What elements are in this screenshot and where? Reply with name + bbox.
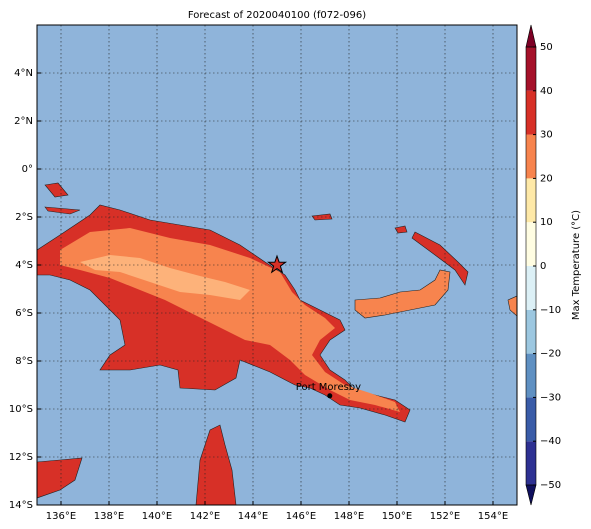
- colorbar-band: [526, 134, 536, 179]
- colorbar-over: [525, 24, 537, 48]
- x-tick-label: 154°E: [478, 511, 508, 522]
- y-tick-label: 6°S: [15, 308, 33, 319]
- x-tick-label: 138°E: [94, 511, 124, 522]
- colorbar-band: [526, 178, 536, 223]
- forecast-marker: [266, 254, 288, 274]
- x-tick-label: 150°E: [382, 511, 412, 522]
- y-tick-label: 8°S: [15, 356, 33, 367]
- colorbar-band: [526, 90, 536, 135]
- colorbar-band: [526, 397, 536, 442]
- colorbar-tick-label: 30: [540, 130, 553, 141]
- y-tick-label: 2°S: [15, 212, 33, 223]
- x-tick-label: 148°E: [334, 511, 364, 522]
- map-title: Forecast of 2020040100 (f072-096): [188, 10, 366, 21]
- x-tick-label: 144°E: [238, 511, 268, 522]
- colorbar-band: [526, 353, 536, 398]
- y-tick-label: 10°S: [9, 404, 33, 415]
- colorbar-tick-label: −40: [540, 436, 561, 447]
- y-tick-label: 2°N: [14, 116, 33, 127]
- x-tick-label: 140°E: [142, 511, 172, 522]
- colorbar-tick-label: 50: [540, 42, 553, 53]
- colorbar-band: [526, 266, 536, 310]
- colorbar-tick-label: 0: [540, 261, 546, 272]
- colorbar-under: [525, 484, 537, 506]
- x-tick-label: 136°E: [46, 511, 76, 522]
- colorbar-tick-label: −10: [540, 305, 561, 316]
- colorbar-band: [526, 441, 536, 485]
- y-tick-label: 4°S: [15, 260, 33, 271]
- y-tick-label: 12°S: [9, 452, 33, 463]
- colorbar-band: [526, 47, 536, 91]
- y-tick-label: 14°S: [9, 500, 33, 511]
- city-dot: [327, 393, 333, 399]
- x-tick-label: 146°E: [286, 511, 316, 522]
- x-tick-label: 142°E: [190, 511, 220, 522]
- colorbar-tick-label: 10: [540, 217, 553, 228]
- y-tick-label: 0°: [22, 164, 33, 175]
- colorbar-band: [526, 222, 536, 266]
- colorbar-tick-label: −30: [540, 392, 561, 403]
- colorbar-label: Max Temperature (°C): [571, 210, 582, 320]
- colorbar-band: [526, 309, 536, 354]
- colorbar-tick-label: 20: [540, 173, 553, 184]
- city-label: Port Moresby: [296, 382, 361, 393]
- colorbar-tick-label: −20: [540, 349, 561, 360]
- colorbar-tick-label: 40: [540, 86, 553, 97]
- land: [37, 182, 517, 505]
- x-tick-label: 152°E: [430, 511, 460, 522]
- y-tick-label: 4°N: [14, 68, 33, 79]
- colorbar-tick-label: −50: [540, 480, 561, 491]
